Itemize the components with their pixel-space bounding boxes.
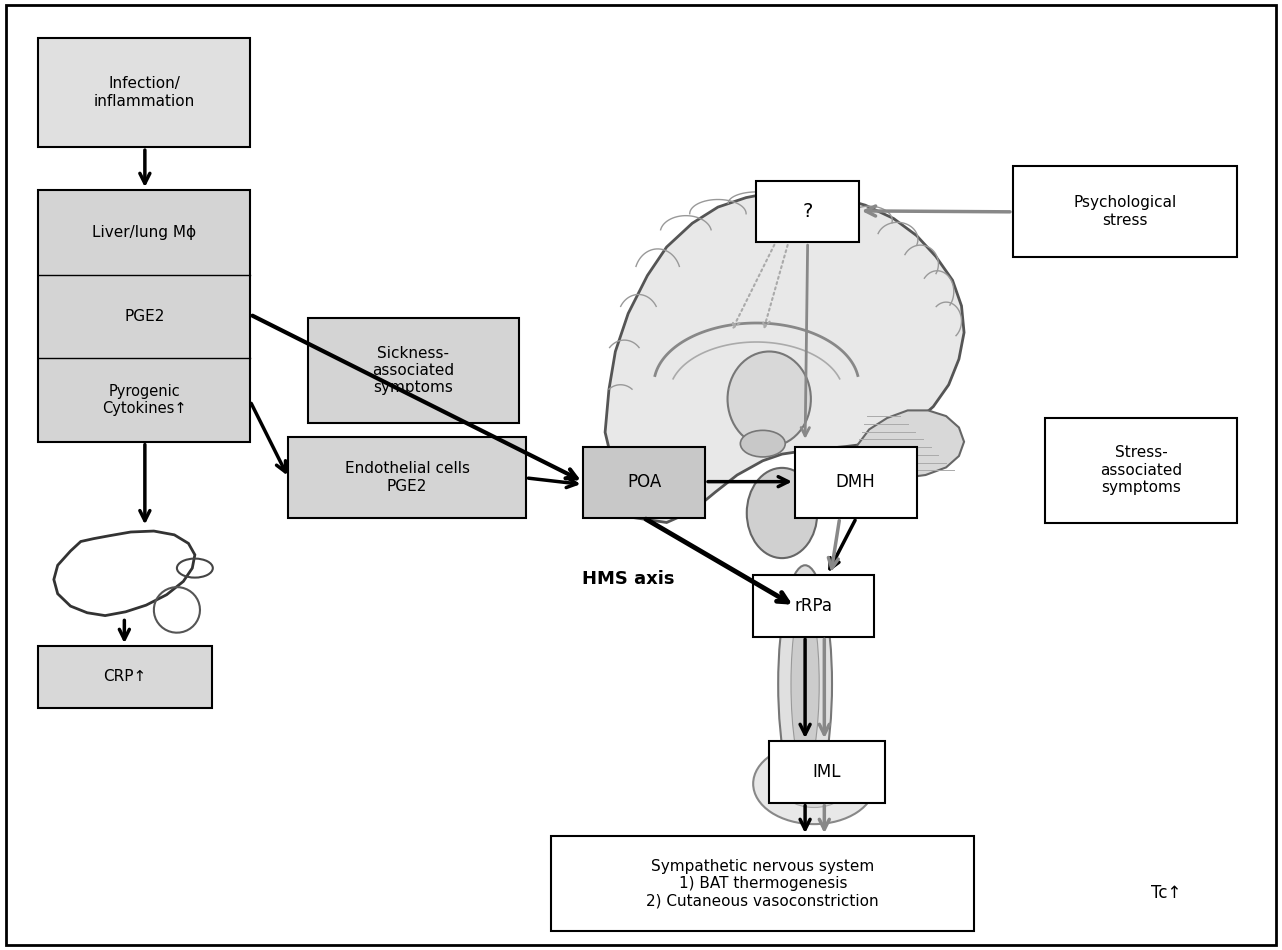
FancyBboxPatch shape (551, 836, 974, 931)
FancyBboxPatch shape (288, 437, 526, 518)
Text: Pyrogenic
Cytokines↑: Pyrogenic Cytokines↑ (101, 384, 187, 416)
Ellipse shape (831, 765, 849, 784)
FancyBboxPatch shape (38, 38, 250, 147)
FancyBboxPatch shape (756, 180, 859, 242)
Text: Endothelial cells
PGE2: Endothelial cells PGE2 (345, 461, 469, 494)
Ellipse shape (778, 565, 832, 803)
Ellipse shape (782, 784, 800, 803)
Text: Liver/lung Mϕ: Liver/lung Mϕ (92, 225, 196, 239)
Ellipse shape (828, 784, 846, 803)
Ellipse shape (779, 760, 850, 807)
Text: HMS axis: HMS axis (582, 571, 674, 588)
Ellipse shape (791, 598, 819, 770)
Text: Stress-
associated
symptoms: Stress- associated symptoms (1100, 446, 1182, 495)
FancyBboxPatch shape (308, 318, 519, 423)
Text: IML: IML (813, 763, 841, 781)
Ellipse shape (741, 430, 785, 457)
Text: Sickness-
associated
symptoms: Sickness- associated symptoms (372, 346, 455, 395)
Text: PGE2: PGE2 (124, 309, 164, 324)
Text: Tc↑: Tc↑ (1151, 884, 1182, 902)
Text: Psychological
stress: Psychological stress (1073, 195, 1177, 228)
FancyBboxPatch shape (1013, 166, 1237, 256)
FancyBboxPatch shape (583, 446, 705, 518)
FancyBboxPatch shape (795, 446, 917, 518)
Text: DMH: DMH (836, 473, 876, 491)
FancyBboxPatch shape (753, 575, 874, 636)
Text: Sympathetic nervous system
1) BAT thermogenesis
2) Cutaneous vasoconstriction: Sympathetic nervous system 1) BAT thermo… (646, 859, 879, 908)
Text: CRP↑: CRP↑ (104, 670, 146, 684)
Polygon shape (846, 410, 964, 478)
FancyBboxPatch shape (769, 741, 885, 803)
Ellipse shape (746, 468, 818, 559)
FancyBboxPatch shape (38, 190, 250, 442)
Ellipse shape (728, 352, 810, 446)
Text: rRPa: rRPa (795, 597, 832, 615)
Text: POA: POA (627, 473, 662, 491)
Polygon shape (605, 192, 964, 522)
Text: Infection/
inflammation: Infection/ inflammation (94, 76, 195, 109)
Text: ?: ? (803, 202, 813, 221)
FancyBboxPatch shape (1045, 418, 1237, 522)
FancyBboxPatch shape (38, 646, 212, 708)
Ellipse shape (754, 743, 874, 824)
Ellipse shape (779, 765, 797, 784)
